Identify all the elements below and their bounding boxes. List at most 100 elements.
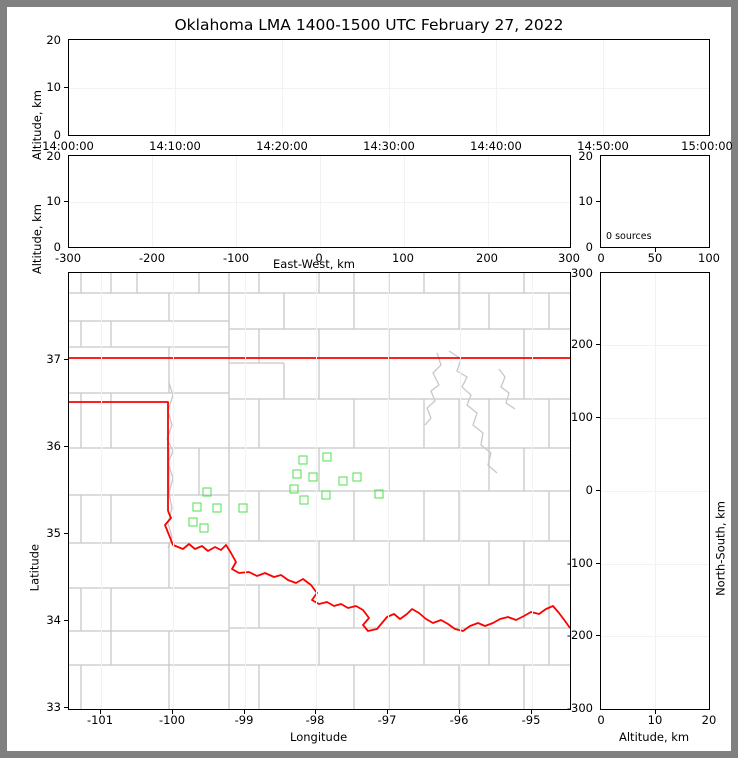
x-tick-label: 20 <box>701 713 717 727</box>
x-tick-label: 14:10:00 <box>149 139 201 153</box>
x-tick-label: 14:50:00 <box>577 139 629 153</box>
y-tick-label: 34 <box>46 613 61 627</box>
y-axis-label: North-South, km <box>713 501 728 596</box>
axis-tick <box>64 87 68 88</box>
axis-tick <box>64 620 68 621</box>
axis-tick <box>596 201 600 202</box>
axis-tick <box>655 710 656 714</box>
station-marker-layer <box>69 273 570 709</box>
x-tick-label: -200 <box>138 251 166 265</box>
figure-canvas: Oklahoma LMA 1400-1500 UTC February 27, … <box>7 7 733 751</box>
axis-tick <box>172 710 173 714</box>
panel-map-plan-view[interactable] <box>68 272 571 710</box>
x-tick-label: -100 <box>222 251 250 265</box>
y-tick-label: 10 <box>46 80 61 94</box>
x-tick-label: 10 <box>647 713 663 727</box>
figure-title: Oklahoma LMA 1400-1500 UTC February 27, … <box>174 16 564 34</box>
station-marker <box>188 517 198 527</box>
gridline <box>173 273 174 709</box>
panel-time-height[interactable] <box>68 39 710 136</box>
station-marker <box>374 489 384 499</box>
axis-tick <box>64 359 68 360</box>
gridline <box>316 273 317 709</box>
gridline <box>404 156 405 247</box>
x-tick-label: -300 <box>54 251 82 265</box>
y-axis-label: Latitude <box>27 544 42 592</box>
gridline <box>320 156 321 247</box>
map-geography <box>69 273 570 709</box>
y-tick-label: 0 <box>53 240 61 254</box>
x-tick-label: 50 <box>647 251 663 265</box>
x-tick-label: 300 <box>558 251 580 265</box>
gridline <box>601 345 709 346</box>
axis-tick <box>64 446 68 447</box>
station-marker <box>322 452 332 462</box>
panel-north-south-altitude[interactable] <box>600 272 710 710</box>
y-tick-label: 200 <box>571 337 593 351</box>
station-marker <box>308 472 318 482</box>
axis-tick <box>315 710 316 714</box>
y-tick-label: 20 <box>578 149 593 163</box>
gridline <box>388 273 389 709</box>
gridline <box>282 40 283 135</box>
x-tick-label: 0 <box>315 251 323 265</box>
gridline <box>601 418 709 419</box>
x-tick-label: -99 <box>234 713 254 727</box>
axis-tick <box>64 533 68 534</box>
axis-tick <box>596 563 600 564</box>
axis-tick <box>100 710 101 714</box>
station-marker <box>192 502 202 512</box>
gridline <box>601 636 709 637</box>
station-marker <box>298 455 308 465</box>
axis-tick <box>531 710 532 714</box>
y-tick-label: 10 <box>46 194 61 208</box>
station-marker <box>238 503 248 513</box>
station-marker <box>352 472 362 482</box>
y-tick-label: 35 <box>46 526 61 540</box>
gridline <box>152 156 153 247</box>
x-tick-label: 100 <box>698 251 720 265</box>
y-tick-label: -200 <box>566 628 593 642</box>
gridline <box>460 273 461 709</box>
gridline <box>245 273 246 709</box>
x-tick-label: 100 <box>392 251 414 265</box>
y-tick-label: -300 <box>566 701 593 715</box>
source-count-annotation: 0 sources <box>606 231 652 242</box>
x-tick-label: -100 <box>158 713 186 727</box>
gridline <box>603 40 604 135</box>
gridline <box>532 273 533 709</box>
y-tick-label: 0 <box>53 128 61 142</box>
y-tick-label: 300 <box>571 266 593 280</box>
x-tick-label: 15:00:00 <box>681 139 733 153</box>
station-marker <box>212 503 222 513</box>
gridline <box>601 564 709 565</box>
gridline <box>488 156 489 247</box>
y-tick-label: 100 <box>571 410 593 424</box>
y-tick-label: 33 <box>46 700 61 714</box>
x-tick-label: 0 <box>597 713 605 727</box>
x-axis-label: Longitude <box>290 730 348 744</box>
y-tick-label: 20 <box>46 33 61 47</box>
axis-tick <box>244 710 245 714</box>
y-axis-label: Altitude, km <box>30 204 45 275</box>
y-tick-label: 10 <box>578 194 593 208</box>
axis-tick <box>596 635 600 636</box>
y-tick-label: 0 <box>585 483 593 497</box>
x-tick-label: 14:30:00 <box>363 139 415 153</box>
panel-east-west-height[interactable] <box>68 155 571 248</box>
gridline <box>601 491 709 492</box>
axis-tick <box>655 248 656 252</box>
x-tick-label: -96 <box>449 713 469 727</box>
axis-tick <box>387 710 388 714</box>
panel-altitude-histogram[interactable]: 0 sources <box>600 155 710 248</box>
x-tick-label: 14:20:00 <box>256 139 308 153</box>
station-marker <box>338 476 348 486</box>
axis-tick <box>596 417 600 418</box>
station-marker <box>202 487 212 497</box>
x-tick-label: 0 <box>597 251 605 265</box>
axis-tick <box>64 707 68 708</box>
y-tick-label: 36 <box>46 439 61 453</box>
x-axis-label: East-West, km <box>273 257 355 271</box>
y-tick-label: -100 <box>566 556 593 570</box>
axis-tick <box>596 490 600 491</box>
